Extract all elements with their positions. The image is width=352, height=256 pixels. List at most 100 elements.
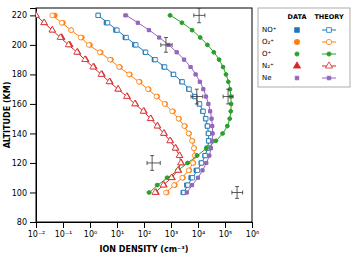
legend-header: DATA (288, 13, 307, 21)
theory-point (154, 122, 160, 128)
data-point (178, 159, 184, 165)
theory-point (117, 65, 122, 70)
error-bar-y (228, 89, 229, 104)
series (52, 13, 197, 195)
error-cap-x (190, 95, 191, 99)
theory-point (206, 131, 210, 135)
theory-point (211, 125, 214, 128)
error-bar (147, 156, 160, 171)
theory-point (170, 109, 175, 114)
series (50, 13, 197, 195)
data-point (143, 50, 147, 54)
theory-point (96, 13, 100, 17)
y-tick-label: 80 (17, 218, 27, 227)
x-tick-mark (117, 222, 118, 228)
theory-point (172, 144, 178, 150)
data-point (229, 110, 233, 114)
data-point (171, 72, 175, 76)
theory-point (224, 73, 228, 77)
error-cap-y (164, 37, 168, 38)
theory-point (65, 41, 71, 47)
data-point (99, 71, 105, 77)
y-tick-label: 160 (12, 100, 27, 109)
x-tick: 10⁻¹ (55, 222, 73, 239)
theory-point (127, 72, 132, 77)
data-point (206, 131, 210, 135)
theory-point (172, 183, 177, 188)
theory-point (124, 93, 130, 99)
x-tick: 10³ (165, 222, 178, 239)
theory-point (74, 49, 80, 55)
data-point (177, 116, 182, 121)
theory-point (162, 65, 166, 69)
data-point (148, 115, 154, 121)
y-tick-label: 120 (12, 159, 27, 168)
data-point (192, 146, 197, 151)
theory-point (228, 117, 232, 121)
theory-point (199, 36, 203, 40)
theory-point (212, 50, 216, 54)
data-point (212, 50, 216, 54)
x-tick-mark (90, 222, 91, 228)
y-axis-title: ALTITUDE (KM) (3, 82, 12, 149)
theory-point (125, 14, 128, 17)
y-tick-mark (30, 74, 36, 75)
theory-point (86, 43, 91, 48)
data-point (183, 124, 188, 129)
error-bar-y (199, 8, 200, 23)
theory-point (195, 168, 199, 172)
data-point (205, 124, 209, 128)
data-point (198, 80, 201, 83)
data-point (115, 85, 121, 91)
theory-point (106, 21, 110, 25)
x-tick: 10⁰ (84, 222, 97, 239)
plot: 10⁻²10⁻¹10⁰10¹10²10³10⁴10⁵10⁶80100120140… (12, 8, 259, 239)
theory-point (191, 184, 194, 187)
theory-point (217, 58, 221, 62)
legend-box (258, 8, 350, 87)
theory-point (169, 14, 173, 18)
x-tick-label: 10¹ (111, 230, 124, 239)
data-point (180, 80, 184, 84)
theory-point (185, 191, 188, 194)
data-point (205, 43, 209, 47)
y-tick-mark (30, 133, 36, 134)
data-point (201, 169, 204, 172)
x-axis: 10⁻²10⁻¹10⁰10¹10²10³10⁴10⁵10⁶ (28, 222, 260, 239)
y-tick-label: 140 (12, 130, 27, 139)
error-cap-x (204, 13, 205, 17)
theory-point (186, 168, 191, 173)
theory-point (78, 35, 83, 40)
legend-label: NO⁺ (262, 26, 277, 34)
data-point (228, 117, 232, 121)
legend-marker (294, 39, 299, 44)
theory-point (214, 139, 218, 143)
x-tick-label: 10² (138, 230, 151, 239)
error-cap-y (197, 8, 201, 9)
error-cap-x (233, 95, 234, 99)
data-point (147, 29, 150, 32)
data-point (175, 51, 178, 54)
error-cap-y (195, 103, 199, 104)
data-point (187, 131, 192, 136)
theory-line (126, 15, 212, 192)
theory-point (186, 183, 190, 187)
theory-point (90, 63, 96, 69)
error-bar (223, 89, 233, 104)
y-axis: 80100120140160180200220 (12, 9, 37, 228)
data-point (74, 49, 80, 55)
error-cap-x (202, 95, 203, 99)
y-tick: 120 (12, 159, 36, 168)
theory-point (156, 183, 160, 187)
error-cap-y (150, 170, 154, 171)
data-point (154, 122, 160, 128)
theory-point (176, 152, 182, 158)
y-tick: 80 (17, 218, 36, 227)
data-point (187, 168, 192, 173)
data-point (201, 109, 205, 113)
theory-point (36, 12, 39, 18)
theory-point (199, 161, 203, 165)
theory-point (167, 137, 173, 143)
theory-point (205, 124, 209, 128)
theory-point (190, 176, 194, 180)
